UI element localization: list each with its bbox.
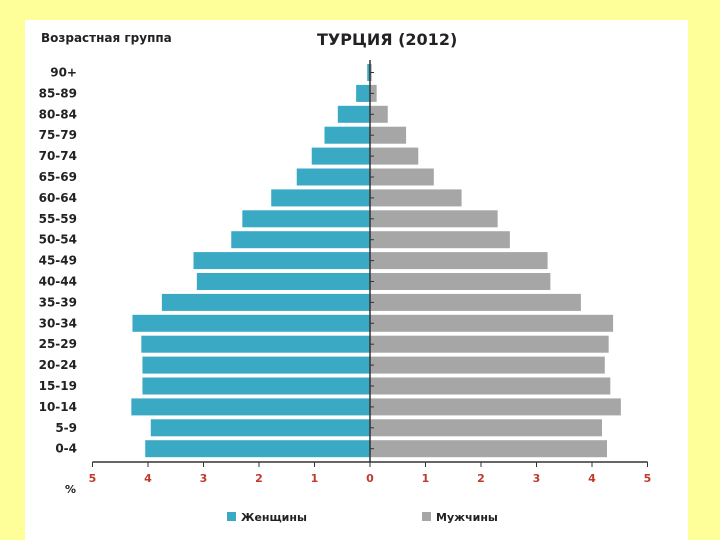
bar-male-10-14 bbox=[370, 398, 621, 416]
bar-female-50-54 bbox=[231, 231, 370, 249]
legend: Женщины Мужчины bbox=[227, 511, 498, 524]
y-tick-label: 35-39 bbox=[39, 295, 77, 309]
bar-female-45-49 bbox=[193, 252, 370, 270]
y-tick-label: 0-4 bbox=[55, 442, 77, 456]
population-pyramid-chart: Возрастная группа ТУРЦИЯ (2012) 0-45-910… bbox=[39, 30, 652, 524]
x-tick-label: 3 bbox=[533, 472, 541, 485]
bar-male-20-24 bbox=[370, 356, 605, 374]
bar-male-25-29 bbox=[370, 335, 609, 353]
chart-ylabel: Возрастная группа bbox=[41, 31, 172, 45]
legend-label-male: Мужчины bbox=[436, 511, 498, 524]
y-tick-label: 75-79 bbox=[39, 128, 77, 142]
y-tick-label: 40-44 bbox=[39, 275, 77, 289]
bars-group bbox=[131, 64, 621, 458]
x-tick-label: 3 bbox=[200, 472, 208, 485]
bar-female-20-24 bbox=[142, 356, 370, 374]
y-tick-label: 85-89 bbox=[39, 86, 77, 100]
y-tick-label: 80-84 bbox=[39, 107, 77, 121]
chart-xlabel: % bbox=[65, 483, 76, 496]
bar-male-75-79 bbox=[370, 126, 407, 144]
x-axis: 5 4 3 2 1 0 1 2 3 4 5 bbox=[89, 60, 652, 485]
x-tick-label: 1 bbox=[311, 472, 319, 485]
y-tick-label: 5-9 bbox=[55, 421, 77, 435]
x-tick-label: 0 bbox=[366, 472, 374, 485]
bar-female-30-34 bbox=[132, 314, 370, 332]
bar-female-15-19 bbox=[142, 377, 370, 395]
bar-female-10-14 bbox=[131, 398, 370, 416]
bar-female-90+ bbox=[367, 64, 370, 81]
y-tick-label: 90+ bbox=[50, 66, 77, 80]
x-tick-label: 4 bbox=[588, 472, 596, 485]
y-tick-label: 25-29 bbox=[39, 337, 77, 351]
x-tick-label: 5 bbox=[89, 472, 97, 485]
chart-title: ТУРЦИЯ (2012) bbox=[317, 30, 457, 49]
bar-male-50-54 bbox=[370, 231, 510, 249]
bar-male-55-59 bbox=[370, 210, 498, 228]
x-tick-label: 2 bbox=[477, 472, 485, 485]
legend-swatch-female bbox=[227, 512, 236, 521]
y-tick-label: 55-59 bbox=[39, 212, 77, 226]
x-tick-label: 5 bbox=[644, 472, 652, 485]
bar-male-30-34 bbox=[370, 314, 614, 332]
x-tick-label: 2 bbox=[255, 472, 263, 485]
bar-female-5-9 bbox=[150, 419, 370, 437]
y-tick-label: 20-24 bbox=[39, 358, 77, 372]
y-tick-label: 60-64 bbox=[39, 191, 77, 205]
y-tick-label: 15-19 bbox=[39, 379, 77, 393]
bar-male-5-9 bbox=[370, 419, 602, 437]
bar-male-35-39 bbox=[370, 293, 581, 311]
x-tick-label: 1 bbox=[422, 472, 430, 485]
bar-female-85-89 bbox=[356, 84, 370, 102]
y-tick-label: 45-49 bbox=[39, 254, 77, 268]
bar-male-15-19 bbox=[370, 377, 611, 395]
bar-female-25-29 bbox=[141, 335, 370, 353]
bar-male-65-69 bbox=[370, 168, 434, 186]
bar-male-40-44 bbox=[370, 273, 551, 290]
bar-male-70-74 bbox=[370, 147, 419, 165]
bar-female-55-59 bbox=[242, 210, 370, 228]
bar-male-45-49 bbox=[370, 252, 548, 270]
bar-female-70-74 bbox=[311, 147, 370, 165]
bar-female-75-79 bbox=[324, 126, 370, 144]
y-tick-label: 30-34 bbox=[39, 316, 77, 330]
y-tick-label: 50-54 bbox=[39, 233, 77, 247]
bar-female-65-69 bbox=[296, 168, 370, 186]
bar-female-80-84 bbox=[337, 105, 370, 123]
bar-male-80-84 bbox=[370, 105, 388, 123]
bar-female-35-39 bbox=[161, 293, 370, 311]
bar-female-40-44 bbox=[196, 273, 370, 290]
y-tick-labels: 0-4 5-9 10-14 15-19 20-24 25-29 30-34 35-39 40-4… bbox=[39, 66, 77, 456]
bar-male-0-4 bbox=[370, 440, 607, 458]
y-tick-label: 10-14 bbox=[39, 400, 77, 414]
y-tick-label: 70-74 bbox=[39, 149, 77, 163]
y-tick-label: 65-69 bbox=[39, 170, 77, 184]
bar-male-60-64 bbox=[370, 189, 462, 207]
bar-female-0-4 bbox=[145, 440, 370, 458]
legend-swatch-male bbox=[422, 512, 431, 521]
x-tick-label: 4 bbox=[144, 472, 152, 485]
legend-label-female: Женщины bbox=[241, 511, 307, 524]
chart-panel: Возрастная группа ТУРЦИЯ (2012) 0-4 5-9 10… bbox=[25, 20, 688, 540]
bar-female-60-64 bbox=[271, 189, 370, 207]
